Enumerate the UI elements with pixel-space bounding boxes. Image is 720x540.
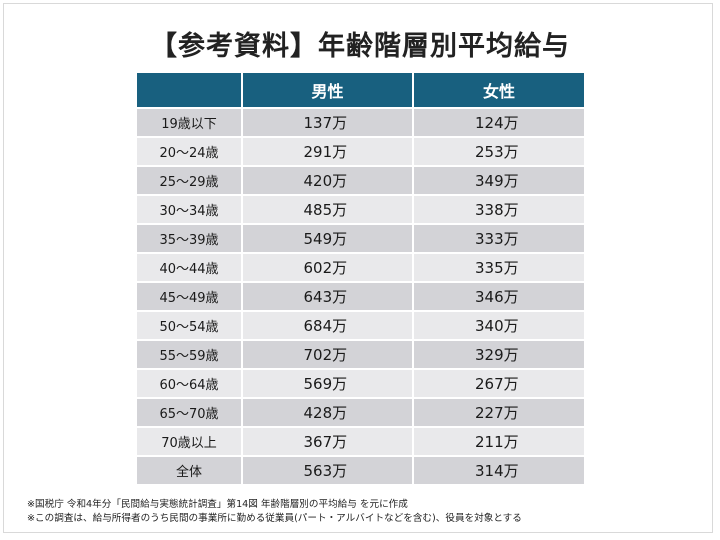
- table-row: 70歳以上 367万 211万: [137, 426, 584, 456]
- age-cell: 全体: [137, 455, 243, 484]
- age-cell: 25〜29歳: [137, 165, 243, 195]
- male-value: 291万: [303, 143, 348, 161]
- female-value: 335万: [475, 259, 519, 277]
- male-cell: 563万: [242, 455, 414, 484]
- male-value: 367万: [303, 433, 348, 451]
- female-value: 253万: [475, 143, 519, 161]
- female-cell: 340万: [413, 310, 584, 340]
- table-row: 65〜70歳 428万 227万: [137, 397, 584, 427]
- table-row: 19歳以下 137万 124万: [137, 107, 584, 137]
- age-cell: 55〜59歳: [137, 339, 243, 369]
- male-cell: 569万: [242, 368, 414, 398]
- female-cell: 227万: [413, 397, 584, 427]
- table-row: 45〜49歳 643万 346万: [137, 281, 584, 311]
- male-cell: 684万: [242, 310, 414, 340]
- female-cell: 338万: [413, 194, 584, 224]
- male-value: 137万: [303, 114, 348, 132]
- salary-table: 男性 女性 19歳以下 137万 124万 20〜24歳 291万 253万 2…: [137, 73, 584, 484]
- footnote-source: ※国税庁 令和4年分「民間給与実態統計調査」第14図 年齢階層別の平均給与 を元…: [27, 499, 408, 510]
- female-value: 346万: [475, 288, 519, 306]
- female-value: 124万: [475, 114, 519, 132]
- male-cell: 602万: [242, 252, 414, 282]
- age-cell: 50〜54歳: [137, 310, 243, 340]
- female-cell: 335万: [413, 252, 584, 282]
- header-female: 女性: [413, 73, 584, 108]
- male-cell: 485万: [242, 194, 414, 224]
- table-row: 60〜64歳 569万 267万: [137, 368, 584, 398]
- age-cell: 65〜70歳: [137, 397, 243, 427]
- female-value: 349万: [475, 172, 519, 190]
- slide-frame: [3, 3, 713, 533]
- female-value: 314万: [475, 462, 519, 480]
- female-cell: 329万: [413, 339, 584, 369]
- male-value: 684万: [303, 317, 348, 335]
- female-value: 329万: [475, 346, 519, 364]
- male-cell: 367万: [242, 426, 414, 456]
- footnote-scope: ※この調査は、給与所得者のうち民間の事業所に勤める従業員(パート・アルバイトなど…: [27, 513, 522, 524]
- female-value: 227万: [475, 404, 519, 422]
- male-value: 643万: [303, 288, 348, 306]
- page-title: 【参考資料】年齢階層別平均給与: [150, 31, 570, 62]
- male-value: 420万: [303, 172, 348, 190]
- header-male: 男性: [242, 73, 414, 108]
- male-value: 428万: [303, 404, 348, 422]
- table-row: 25〜29歳 420万 349万: [137, 165, 584, 195]
- male-cell: 643万: [242, 281, 414, 311]
- table-row-total: 全体 563万 314万: [137, 455, 584, 484]
- female-cell: 349万: [413, 165, 584, 195]
- age-cell: 70歳以上: [137, 426, 243, 456]
- male-value: 702万: [303, 346, 348, 364]
- female-cell: 124万: [413, 107, 584, 137]
- female-cell: 333万: [413, 223, 584, 253]
- table-row: 20〜24歳 291万 253万: [137, 136, 584, 166]
- male-value: 569万: [303, 375, 348, 393]
- female-value: 267万: [475, 375, 519, 393]
- age-cell: 40〜44歳: [137, 252, 243, 282]
- male-cell: 702万: [242, 339, 414, 369]
- female-cell: 211万: [413, 426, 584, 456]
- age-cell: 45〜49歳: [137, 281, 243, 311]
- age-cell: 30〜34歳: [137, 194, 243, 224]
- female-cell: 314万: [413, 455, 584, 484]
- table-row: 50〜54歳 684万 340万: [137, 310, 584, 340]
- age-cell: 35〜39歳: [137, 223, 243, 253]
- female-cell: 253万: [413, 136, 584, 166]
- table-header-row: 男性 女性: [137, 73, 584, 108]
- male-value: 485万: [303, 201, 348, 219]
- female-cell: 267万: [413, 368, 584, 398]
- male-value: 549万: [303, 230, 348, 248]
- female-cell: 346万: [413, 281, 584, 311]
- male-cell: 291万: [242, 136, 414, 166]
- age-cell: 19歳以下: [137, 107, 243, 137]
- female-value: 333万: [475, 230, 519, 248]
- male-value: 602万: [303, 259, 348, 277]
- male-value: 563万: [303, 462, 348, 480]
- female-value: 338万: [475, 201, 519, 219]
- table-row: 35〜39歳 549万 333万: [137, 223, 584, 253]
- age-cell: 60〜64歳: [137, 368, 243, 398]
- male-cell: 420万: [242, 165, 414, 195]
- female-value: 211万: [475, 433, 519, 451]
- header-age: [137, 73, 243, 108]
- female-value: 340万: [475, 317, 519, 335]
- male-cell: 428万: [242, 397, 414, 427]
- male-cell: 549万: [242, 223, 414, 253]
- footnotes: ※国税庁 令和4年分「民間給与実態統計調査」第14図 年齢階層別の平均給与 を元…: [27, 498, 522, 526]
- age-cell: 20〜24歳: [137, 136, 243, 166]
- table-row: 30〜34歳 485万 338万: [137, 194, 584, 224]
- table-row: 40〜44歳 602万 335万: [137, 252, 584, 282]
- table-row: 55〜59歳 702万 329万: [137, 339, 584, 369]
- male-cell: 137万: [242, 107, 414, 137]
